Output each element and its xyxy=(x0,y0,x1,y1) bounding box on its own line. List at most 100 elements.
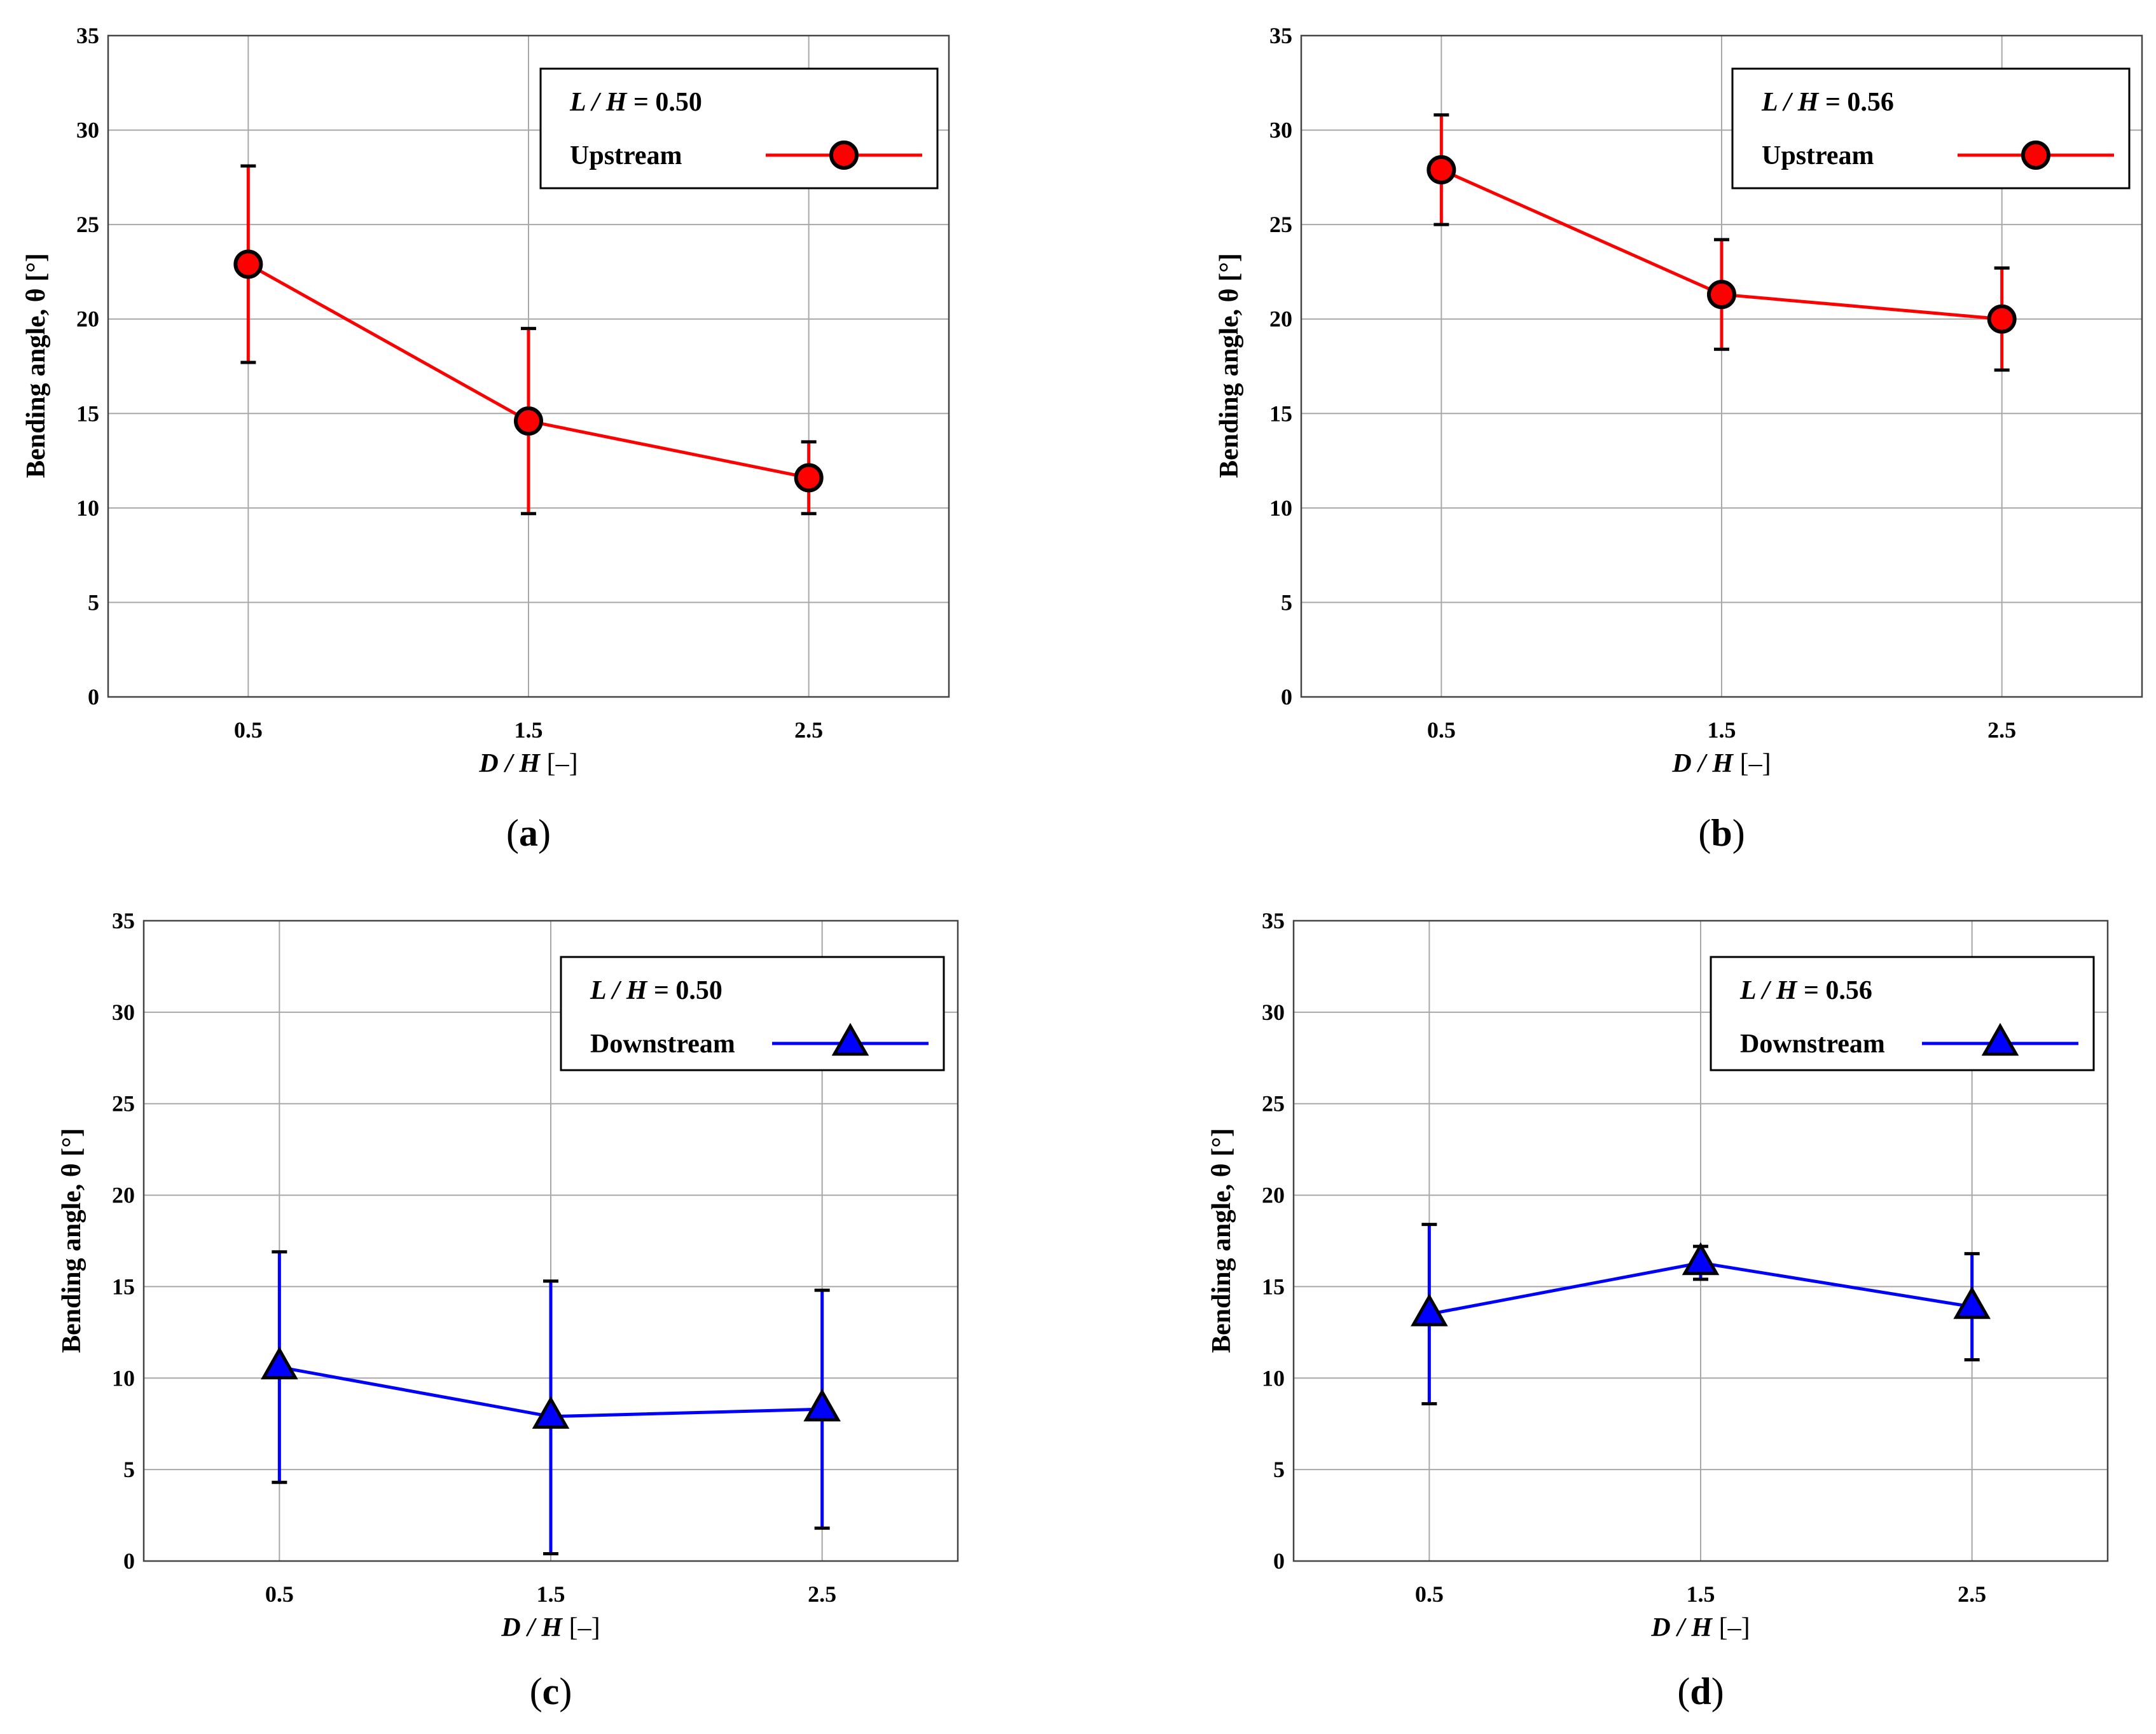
x-axis-label-unit: [–] xyxy=(1712,1613,1750,1642)
y-tick-label: 35 xyxy=(1269,23,1292,48)
legend-entry-label: Upstream xyxy=(570,141,682,170)
panel-b: 0 5 10 15 20 25 30 35 0.5 1.5 2.5 D / H [–] Bending … xyxy=(1215,23,2143,854)
x-axis-label-italic: D / H xyxy=(1671,749,1734,778)
x-axis-label-italic: D / H xyxy=(501,1613,563,1642)
panel-caption-letter: b xyxy=(1711,812,1732,854)
x-axis-label: D / H [–] xyxy=(1671,749,1771,778)
panel-caption-close: ) xyxy=(538,812,551,854)
y-tick-label: 0 xyxy=(88,684,99,710)
x-axis-label-italic: D / H xyxy=(478,749,541,778)
legend-box xyxy=(560,956,945,1071)
x-tick-label: 1.5 xyxy=(537,1581,565,1607)
x-tick-label: 2.5 xyxy=(794,717,823,743)
x-axis-label: D / H [–] xyxy=(501,1613,600,1642)
x-tick-label: 2.5 xyxy=(1958,1581,1986,1607)
y-tick-label: 15 xyxy=(112,1274,135,1299)
x-axis-label-unit: [–] xyxy=(562,1613,600,1642)
y-tick-label: 20 xyxy=(1269,306,1292,332)
legend-entry-label: Downstream xyxy=(1740,1029,1885,1059)
y-tick-label: 10 xyxy=(1269,495,1292,521)
x-tick-label: 1.5 xyxy=(515,717,543,743)
x-axis-label-italic: D / H xyxy=(1650,1613,1713,1642)
legend-title: L / H = 0.50 xyxy=(590,976,722,1005)
x-tick-label: 2.5 xyxy=(808,1581,836,1607)
panel-caption-letter: c xyxy=(542,1670,560,1712)
legend-title: L / H = 0.56 xyxy=(1739,976,1872,1005)
y-tick-label: 15 xyxy=(76,401,99,426)
axes-frame xyxy=(1300,34,2143,698)
legend-title-italic: L / H xyxy=(1739,976,1798,1005)
data-point-marker xyxy=(532,1396,570,1429)
x-tick-label: 0.5 xyxy=(234,717,263,743)
y-tick-label: 5 xyxy=(1281,589,1292,615)
panel-caption-open: ( xyxy=(530,1670,542,1712)
y-tick-label: 0 xyxy=(1281,684,1292,710)
y-tick-label: 20 xyxy=(1262,1183,1285,1208)
x-tick-label: 1.5 xyxy=(1708,717,1736,743)
y-tick-label: 25 xyxy=(1269,212,1292,237)
y-tick-label: 20 xyxy=(112,1183,135,1208)
legend-title-italic: L / H xyxy=(590,976,648,1005)
y-tick-label: 0 xyxy=(1273,1548,1285,1574)
data-point-marker xyxy=(233,249,263,279)
y-tick-label: 15 xyxy=(1269,401,1292,426)
panel-d: 0 5 10 15 20 25 30 35 0.5 1.5 2.5 D / H [–] Bending … xyxy=(1207,908,2109,1712)
legend: L / H = 0.50 Upstream xyxy=(539,67,939,189)
y-tick-label: 35 xyxy=(112,908,135,933)
panel-caption-open: ( xyxy=(1698,812,1711,854)
legend-box xyxy=(539,67,939,189)
panel-caption-letter: a xyxy=(519,812,538,854)
data-point-marker xyxy=(1707,280,1736,310)
y-tick-label: 5 xyxy=(123,1457,135,1482)
data-point-marker xyxy=(1427,155,1456,184)
x-axis-label-unit: [–] xyxy=(1733,749,1771,778)
data-point-marker xyxy=(514,406,543,436)
legend-title: L / H = 0.50 xyxy=(569,88,702,117)
panel-caption-open: ( xyxy=(506,812,519,854)
y-tick-label: 30 xyxy=(112,1000,135,1025)
panel-caption-close: ) xyxy=(559,1670,572,1712)
x-tick-label: 2.5 xyxy=(1987,717,2016,743)
x-tick-label: 0.5 xyxy=(1415,1581,1444,1607)
panel-caption: (d) xyxy=(1677,1670,1724,1712)
data-point-marker xyxy=(831,1022,869,1056)
panel-caption-letter: d xyxy=(1690,1670,1711,1712)
y-tick-label: 25 xyxy=(112,1091,135,1117)
y-tick-label: 35 xyxy=(76,23,99,48)
data-point-marker xyxy=(1411,1293,1448,1326)
y-axis-label: Bending angle, θ [°] xyxy=(57,1128,86,1353)
y-axis-label: Bending angle, θ [°] xyxy=(22,253,51,478)
y-tick-label: 30 xyxy=(1269,118,1292,143)
panel-caption-close: ) xyxy=(1711,1670,1724,1712)
y-tick-label: 20 xyxy=(76,306,99,332)
y-tick-label: 35 xyxy=(1262,908,1285,933)
x-axis-label: D / H [–] xyxy=(1650,1613,1750,1642)
data-point-marker xyxy=(261,1346,298,1380)
legend-title-italic: L / H xyxy=(569,88,628,117)
axes-frame xyxy=(107,34,950,698)
y-tick-label: 10 xyxy=(112,1365,135,1391)
panel-a: 0 5 10 15 20 25 30 35 0.5 1.5 2.5 D / H [–] Bending … xyxy=(22,23,950,854)
axes-frame xyxy=(142,919,959,1562)
y-tick-label: 5 xyxy=(1273,1457,1285,1482)
data-point-marker xyxy=(794,463,824,493)
data-point-marker xyxy=(1987,304,2017,334)
legend-title: L / H = 0.56 xyxy=(1761,88,1894,117)
y-tick-label: 15 xyxy=(1262,1274,1285,1299)
legend-box xyxy=(1731,67,2131,189)
y-tick-label: 10 xyxy=(76,495,99,521)
data-point-marker xyxy=(2021,141,2050,170)
x-tick-label: 0.5 xyxy=(1427,717,1456,743)
legend-box xyxy=(1710,956,2095,1071)
panel-caption: (b) xyxy=(1698,812,1745,854)
legend-entry-label: Downstream xyxy=(590,1029,735,1059)
panel-c: 0 5 10 15 20 25 30 35 0.5 1.5 2.5 D / H [–] Bending … xyxy=(57,908,959,1712)
x-tick-label: 0.5 xyxy=(265,1581,294,1607)
legend: L / H = 0.56 Downstream xyxy=(1710,956,2095,1071)
y-tick-label: 25 xyxy=(76,212,99,237)
legend-title-value: = 0.56 xyxy=(1797,976,1872,1005)
x-axis-label-unit: [–] xyxy=(540,749,577,778)
panel-caption-open: ( xyxy=(1677,1670,1690,1712)
x-axis-label: D / H [–] xyxy=(478,749,577,778)
